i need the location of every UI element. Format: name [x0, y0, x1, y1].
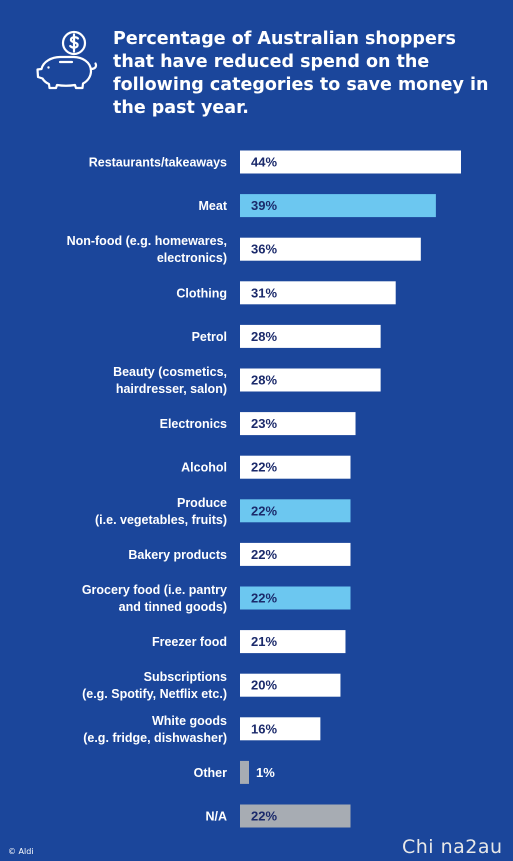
bar-2: [240, 237, 421, 261]
bar-value-label: 22%: [251, 809, 277, 824]
category-label: Freezer food: [152, 635, 227, 649]
category-label: White goods (e.g. fridge, dishwasher): [83, 714, 227, 745]
bar-7: [240, 455, 351, 479]
bar-6: [240, 412, 356, 436]
category-label: Restaurants/takeaways: [89, 156, 227, 170]
category-label: Beauty (cosmetics, hairdresser, salon): [113, 365, 227, 396]
category-label: Other: [194, 766, 227, 780]
bar-10: [240, 586, 351, 610]
category-label: Meat: [199, 199, 228, 213]
bar-value-label: 20%: [251, 678, 277, 693]
bar-9: [240, 542, 351, 566]
bar-5: [240, 368, 381, 392]
category-label: Bakery products: [128, 548, 227, 562]
bar-value-label: 21%: [251, 634, 277, 649]
category-label: Alcohol: [181, 461, 227, 475]
category-label: Subscriptions (e.g. Spotify, Netflix etc.…: [82, 670, 227, 701]
chart-title: Percentage of Australian shoppers that h…: [113, 29, 489, 118]
piggy-bank-dollar-icon: [36, 30, 98, 90]
bar-value-label: 22%: [251, 503, 277, 518]
bar-13: [240, 717, 321, 741]
bar-value-label: 23%: [251, 416, 277, 431]
bar-15: [240, 804, 351, 828]
category-label: Clothing: [176, 286, 227, 300]
bar-12: [240, 673, 341, 697]
bar-4: [240, 324, 381, 348]
bar-value-label: 22%: [251, 547, 277, 562]
watermark: Chi na2au: [402, 836, 503, 858]
bar-14: [240, 760, 249, 784]
bar-value-label: 22%: [251, 591, 277, 606]
bar-value-label: 36%: [251, 242, 277, 257]
category-label: Electronics: [160, 417, 227, 431]
bar-1: [240, 194, 436, 218]
bar-value-label: 28%: [251, 373, 277, 388]
category-label: Non-food (e.g. homewares, electronics): [67, 234, 227, 265]
bar-11: [240, 630, 346, 654]
bar-value-label: 39%: [251, 198, 277, 213]
bar-value-label: 44%: [251, 155, 277, 170]
bar-value-label: 1%: [256, 765, 275, 780]
bar-value-label: 31%: [251, 285, 277, 300]
source-credit: © Aldi: [8, 847, 34, 856]
bar-0: [240, 150, 461, 174]
category-label: Produce (i.e. vegetables, fruits): [95, 496, 227, 527]
bar-value-label: 16%: [251, 721, 277, 736]
bar-3: [240, 281, 396, 305]
category-label: Petrol: [192, 330, 227, 344]
bar-value-label: 22%: [251, 460, 277, 475]
bar-value-label: 28%: [251, 329, 277, 344]
bar-8: [240, 499, 351, 523]
category-label: N/A: [205, 810, 227, 824]
category-label: Grocery food (i.e. pantry and tinned good…: [82, 583, 227, 614]
